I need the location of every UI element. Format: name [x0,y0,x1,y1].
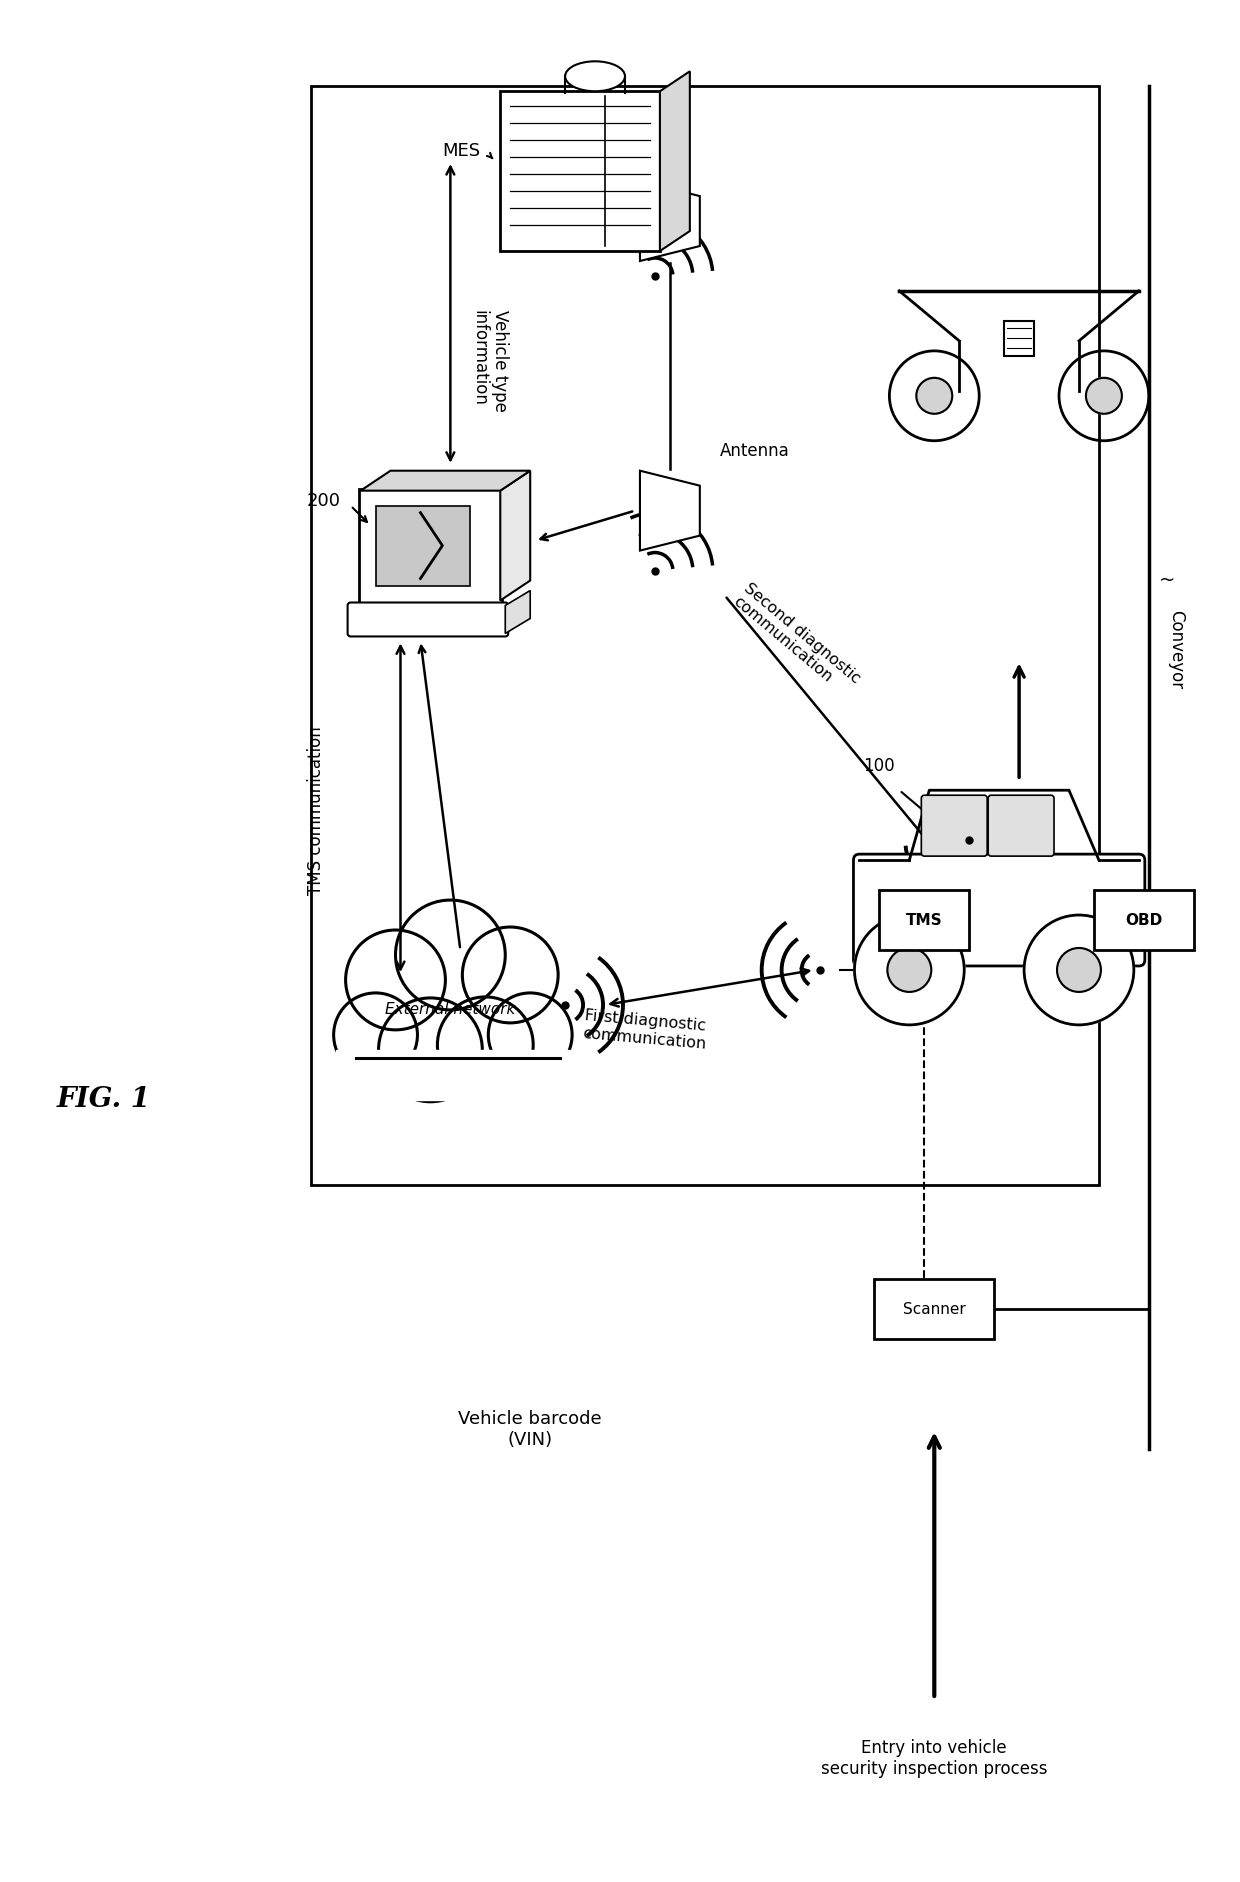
Text: OBD: OBD [1125,913,1162,928]
Text: Entry into vehicle
security inspection process: Entry into vehicle security inspection p… [821,1739,1048,1778]
Text: Vehicle type
information: Vehicle type information [470,311,510,412]
Circle shape [888,949,931,992]
Text: Second diagnostic
communication: Second diagnostic communication [730,582,863,700]
Text: Conveyor: Conveyor [1167,610,1184,689]
Text: Antenna: Antenna [719,442,790,459]
Polygon shape [500,470,531,600]
Circle shape [1024,915,1133,1026]
Polygon shape [640,470,699,551]
Circle shape [438,997,533,1093]
FancyBboxPatch shape [358,489,502,602]
Bar [500,90,660,250]
Circle shape [854,915,965,1026]
FancyBboxPatch shape [347,602,508,636]
Bar [874,1280,994,1340]
FancyBboxPatch shape [853,854,1145,965]
Bar [1094,890,1194,950]
Text: TMS communication: TMS communication [306,726,325,894]
Polygon shape [336,1050,570,1099]
FancyBboxPatch shape [988,796,1054,856]
Polygon shape [361,470,531,491]
FancyBboxPatch shape [921,796,987,856]
Circle shape [396,900,505,1011]
Text: TMS: TMS [906,913,942,928]
Circle shape [1086,378,1122,414]
Polygon shape [660,72,689,250]
Bar [311,87,1099,1184]
Circle shape [334,994,418,1077]
Text: ~: ~ [1159,570,1176,591]
Circle shape [1056,949,1101,992]
Bar [1004,322,1034,356]
Text: Vehicle barcode
(VIN): Vehicle barcode (VIN) [459,1410,601,1449]
Text: FIG. 1: FIG. 1 [56,1086,150,1114]
Circle shape [916,378,952,414]
Polygon shape [505,591,531,634]
Circle shape [489,994,572,1077]
Text: First diagnostic
communication: First diagnostic communication [582,1009,708,1052]
Bar [376,506,470,585]
Text: 100: 100 [863,757,895,775]
Text: 200: 200 [306,491,341,510]
Bar [879,890,970,950]
Ellipse shape [565,62,625,90]
Text: MES: MES [443,143,480,160]
Text: External network: External network [386,1003,516,1018]
Circle shape [378,997,482,1101]
Circle shape [463,928,558,1024]
Polygon shape [640,181,699,262]
Text: Scanner: Scanner [903,1302,966,1317]
Circle shape [346,930,445,1029]
